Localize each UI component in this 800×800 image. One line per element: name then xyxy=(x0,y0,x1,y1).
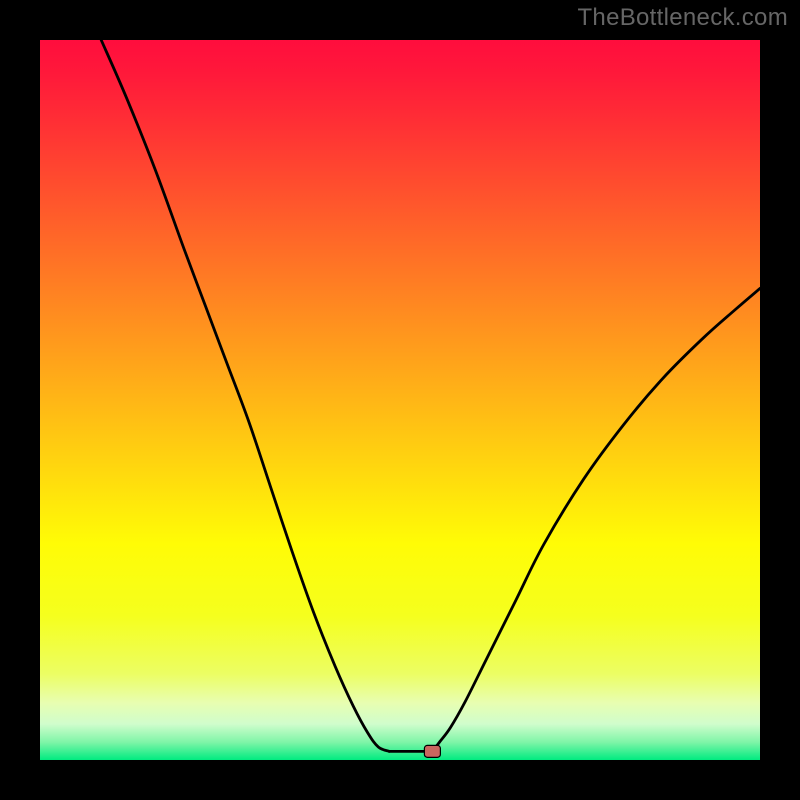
chart-svg xyxy=(40,40,760,760)
plot-area xyxy=(40,40,760,760)
chart-outer: TheBottleneck.com xyxy=(0,0,800,800)
watermark-text: TheBottleneck.com xyxy=(577,4,788,32)
optimal-point-marker xyxy=(424,745,440,757)
